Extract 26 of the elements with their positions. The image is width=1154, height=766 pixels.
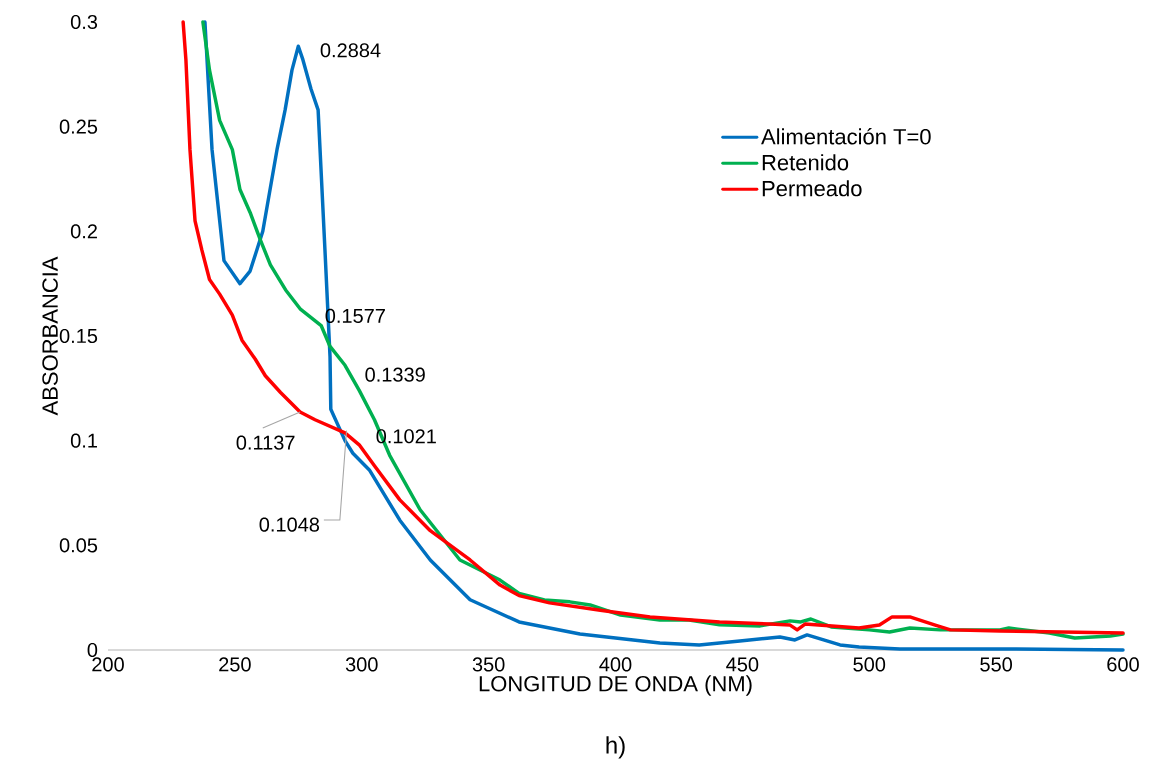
y-tick-label: 0.25 [59, 119, 98, 134]
annotation: 0.1339 [365, 367, 425, 382]
x-tick-label: 600 [1107, 657, 1139, 672]
annotation: 0.2884 [320, 43, 381, 58]
legend-label: Permeado [762, 180, 862, 197]
x-tick-label: 250 [219, 657, 251, 672]
y-axis-title: ABSORBANCIA [42, 256, 58, 416]
x-axis-title: LONGITUD DE ONDA (NM) [479, 675, 752, 696]
x-tick-label: 350 [472, 657, 505, 672]
x-tick-label: 200 [92, 657, 124, 672]
y-tick-label: 0.15 [59, 328, 98, 344]
legend-label: Retenido [762, 154, 849, 171]
y-tick-label: 0 [87, 642, 98, 658]
x-tick-label: 450 [726, 657, 759, 672]
y-tick-label: 0.2 [70, 224, 97, 239]
x-tick-label: 400 [599, 657, 632, 672]
annotation: 0.1048 [259, 517, 320, 532]
x-tick-label: 300 [345, 657, 378, 672]
x-tick-label: 500 [853, 657, 886, 672]
annotation: 0.1137 [236, 435, 295, 450]
x-tick-label: 550 [980, 657, 1013, 672]
y-tick-label: 0.05 [59, 538, 98, 553]
y-tick-label: 0.3 [70, 14, 98, 30]
y-tick-label: 0.1 [70, 433, 97, 448]
text: h) [606, 736, 625, 759]
legend-label: Alimentación T=0 [761, 128, 931, 145]
